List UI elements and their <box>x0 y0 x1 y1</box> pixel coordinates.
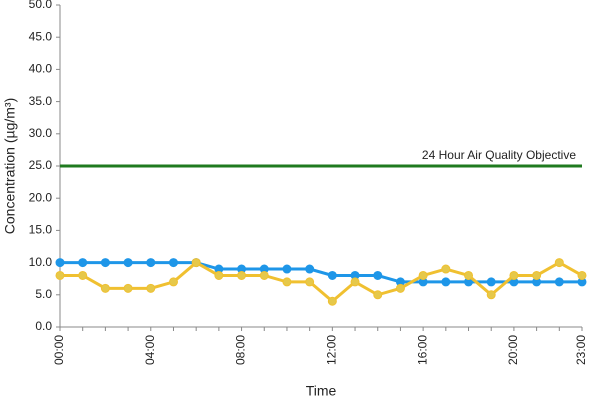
point <box>55 258 65 268</box>
point <box>237 270 247 280</box>
point <box>259 270 269 280</box>
point <box>327 270 337 280</box>
point <box>100 283 110 293</box>
point <box>486 277 496 287</box>
point <box>395 283 405 293</box>
point <box>282 277 292 287</box>
point <box>373 290 383 300</box>
point <box>305 264 315 274</box>
point <box>78 270 88 280</box>
y-tick-label: 0.0 <box>35 319 52 333</box>
point <box>100 258 110 268</box>
point <box>441 264 451 274</box>
y-tick-label: 5.0 <box>35 287 52 301</box>
point <box>464 270 474 280</box>
point <box>78 258 88 268</box>
point <box>554 258 564 268</box>
point <box>214 270 224 280</box>
y-tick-label: 30.0 <box>29 126 53 140</box>
point <box>350 277 360 287</box>
point <box>123 258 133 268</box>
point <box>55 270 65 280</box>
x-tick-label: 00:00 <box>52 335 66 365</box>
y-axis-title: Concentration (µg/m³) <box>2 98 18 234</box>
point <box>418 270 428 280</box>
point <box>168 258 178 268</box>
y-tick-label: 15.0 <box>29 223 53 237</box>
point <box>441 277 451 287</box>
x-tick-label: 20:00 <box>506 335 520 365</box>
point <box>554 277 564 287</box>
y-tick-label: 10.0 <box>29 255 53 269</box>
point <box>486 290 496 300</box>
point <box>509 270 519 280</box>
y-tick-label: 20.0 <box>29 190 53 204</box>
point <box>123 283 133 293</box>
x-tick-label: 12:00 <box>325 335 339 365</box>
point <box>146 283 156 293</box>
y-tick-label: 25.0 <box>29 158 53 172</box>
x-axis-title: Time <box>306 383 337 399</box>
point <box>577 270 587 280</box>
series-line <box>60 261 582 284</box>
point <box>327 296 337 306</box>
reference-label: 24 Hour Air Quality Objective <box>422 148 576 162</box>
point <box>168 277 178 287</box>
point <box>305 277 315 287</box>
y-tick-label: 50.0 <box>29 0 53 11</box>
point <box>532 270 542 280</box>
x-tick-label: 04:00 <box>143 335 157 365</box>
y-tick-label: 45.0 <box>29 29 53 43</box>
point <box>146 258 156 268</box>
x-tick-label: 16:00 <box>415 335 429 365</box>
x-tick-label: 08:00 <box>234 335 248 365</box>
x-tick-label: 23:00 <box>574 335 588 365</box>
point <box>373 270 383 280</box>
point <box>282 264 292 274</box>
y-tick-label: 35.0 <box>29 94 53 108</box>
y-tick-label: 40.0 <box>29 62 53 76</box>
point <box>191 258 201 268</box>
